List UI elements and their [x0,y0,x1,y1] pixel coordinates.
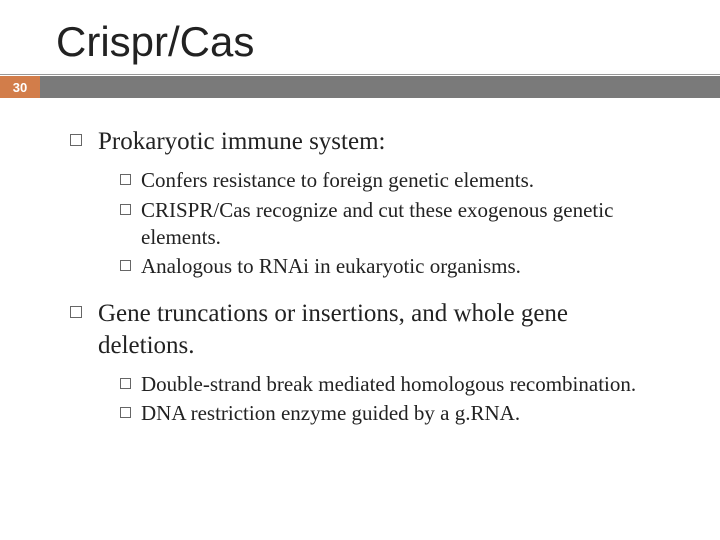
title-area: Crispr/Cas [0,0,720,75]
content-area: Prokaryotic immune system: Confers resis… [0,98,720,428]
sublist-item: Confers resistance to foreign genetic el… [120,167,660,194]
sublist-item-text: Confers resistance to foreign genetic el… [141,167,534,194]
sublist: Double-strand break mediated homologous … [120,371,660,428]
square-bullet-icon [70,134,82,146]
sublist-item-text: Double-strand break mediated homologous … [141,371,636,398]
square-bullet-icon [120,407,131,418]
sublist-item-text: DNA restriction enzyme guided by a g.RNA… [141,400,520,427]
square-bullet-icon [120,378,131,389]
slide-container: Crispr/Cas 30 Prokaryotic immune system:… [0,0,720,540]
square-bullet-icon [120,260,131,271]
slide-number-bar: 30 [0,76,720,98]
sublist-item: CRISPR/Cas recognize and cut these exoge… [120,197,660,252]
sublist-item-text: CRISPR/Cas recognize and cut these exoge… [141,197,660,252]
list-item-text: Prokaryotic immune system: [98,126,385,157]
slide-number-box: 30 [0,76,40,98]
square-bullet-icon [70,306,82,318]
list-item-text: Gene truncations or insertions, and whol… [98,298,660,361]
slide-title: Crispr/Cas [56,18,720,66]
slide-number: 30 [13,80,27,95]
list-item: Gene truncations or insertions, and whol… [70,298,660,361]
square-bullet-icon [120,174,131,185]
list-item: Prokaryotic immune system: [70,126,660,157]
slide-number-stripe [40,76,720,98]
square-bullet-icon [120,204,131,215]
sublist-item-text: Analogous to RNAi in eukaryotic organism… [141,253,521,280]
sublist: Confers resistance to foreign genetic el… [120,167,660,280]
sublist-item: DNA restriction enzyme guided by a g.RNA… [120,400,660,427]
sublist-item: Analogous to RNAi in eukaryotic organism… [120,253,660,280]
sublist-item: Double-strand break mediated homologous … [120,371,660,398]
